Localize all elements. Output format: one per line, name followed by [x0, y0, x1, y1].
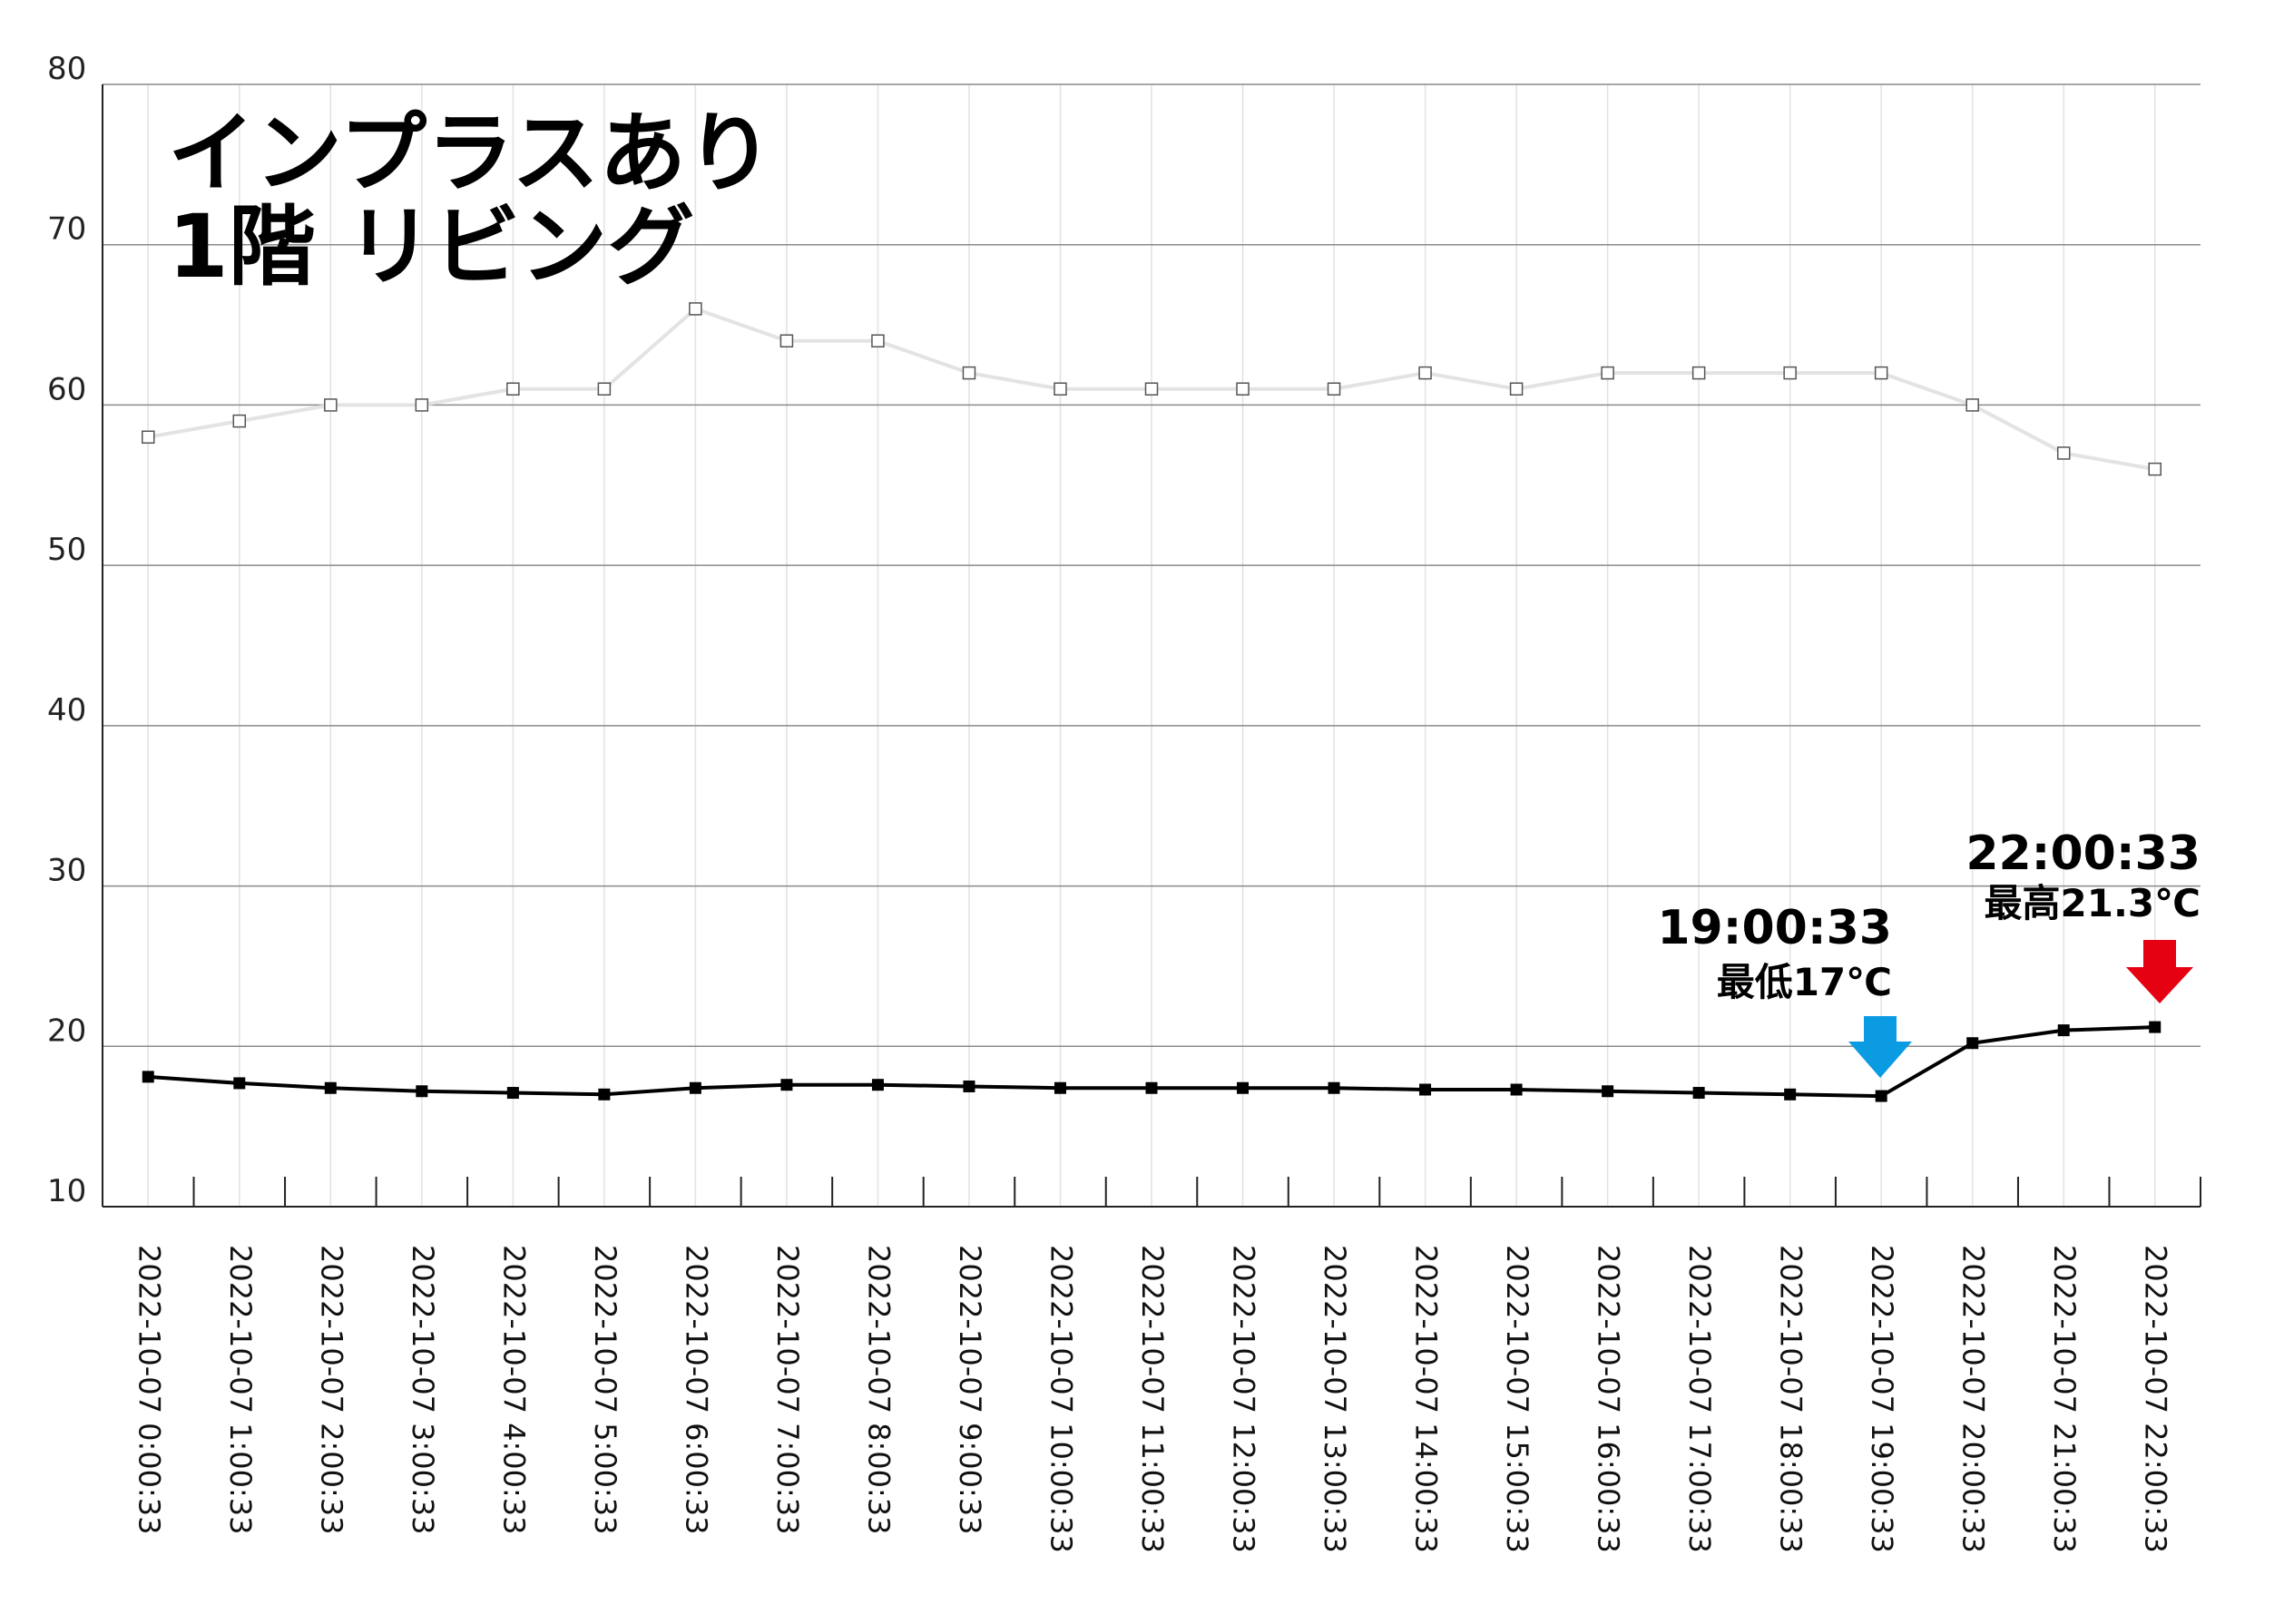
x-tick-label: 2022-10-07 12:00:33 [1227, 1245, 1261, 1553]
series-1-point [232, 414, 247, 428]
y-tick-label: 20 [47, 1013, 86, 1049]
series [142, 302, 2161, 1102]
x-tick-label: 2022-10-07 15:00:33 [1500, 1245, 1534, 1553]
y-tick-label: 70 [47, 211, 86, 248]
x-tick-label: 2022-10-07 2:00:33 [314, 1245, 348, 1535]
series-2-point [598, 1088, 611, 1101]
series-2-point [1966, 1037, 1979, 1050]
series-1-point [1144, 382, 1159, 396]
series-1-point [1874, 366, 1888, 380]
x-tick-label: 2022-10-07 16:00:33 [1592, 1245, 1626, 1553]
series-2-point [142, 1071, 154, 1083]
series-1-point [142, 430, 155, 445]
x-tick-label: 2022-10-07 13:00:33 [1318, 1245, 1352, 1553]
x-tick-label: 2022-10-07 3:00:33 [406, 1245, 440, 1535]
series-2-point [780, 1079, 793, 1091]
x-tick-label: 2022-10-07 19:00:33 [1865, 1245, 1899, 1553]
chart-title: インプラスあり 1階 リビング [168, 103, 773, 298]
y-tick-label: 10 [47, 1173, 86, 1209]
x-tick-label: 2022-10-07 14:00:33 [1409, 1245, 1444, 1553]
series-1-point [1054, 382, 1067, 396]
series-1-point [1509, 382, 1524, 396]
max-annotation-time: 22:00:33 [1965, 827, 2201, 881]
x-tick-label: 2022-10-07 8:00:33 [861, 1245, 896, 1535]
chart-title-line2: 1階 リビング [168, 196, 694, 298]
series-2-point [1784, 1088, 1797, 1101]
series-2-point [1692, 1087, 1705, 1100]
series-2-point [416, 1085, 428, 1098]
series-1-point [871, 334, 885, 347]
series-1-point [2056, 446, 2071, 460]
series-2-point [1328, 1081, 1340, 1094]
min-annotation-value: 最低17℃ [1717, 960, 1892, 1004]
series-1-point [2148, 462, 2161, 476]
min-annotation: 19:00:33 最低17℃ [1657, 901, 1912, 1078]
y-tick-label: 80 [47, 51, 86, 87]
x-tick-label: 2022-10-07 22:00:33 [2139, 1245, 2173, 1553]
series-2-point [506, 1087, 519, 1100]
series-2-point [1510, 1083, 1523, 1096]
series-2-point [233, 1077, 246, 1090]
series-2-point [1145, 1081, 1158, 1094]
y-tick-label: 30 [47, 853, 86, 889]
y-tick-label: 50 [47, 532, 86, 568]
series-1-point [779, 334, 794, 347]
max-arrow-icon [2126, 940, 2193, 1003]
x-tick-label: 2022-10-07 5:00:33 [588, 1245, 622, 1535]
x-tick-label: 2022-10-07 18:00:33 [1774, 1245, 1809, 1553]
series-1-point [506, 382, 520, 396]
series-2-point [2149, 1021, 2161, 1033]
series-1-point [1691, 366, 1706, 380]
series-2-point [1419, 1083, 1432, 1096]
grid [103, 83, 2201, 1207]
max-annotation: 22:00:33 最高21.3℃ [1965, 827, 2201, 1003]
series-2-point [689, 1081, 701, 1094]
series-2-point [1237, 1081, 1250, 1094]
x-tick-label: 2022-10-07 7:00:33 [770, 1245, 805, 1535]
series-1-point [1783, 366, 1797, 380]
chart-title-line1: インプラスあり [168, 103, 773, 204]
series-1-point [1601, 366, 1614, 380]
x-tick-label: 2022-10-07 10:00:33 [1044, 1245, 1078, 1553]
y-tick-label: 60 [47, 371, 86, 407]
series-2-point [1054, 1081, 1066, 1094]
x-tick-label: 2022-10-07 20:00:33 [1956, 1245, 1991, 1553]
x-tick-label: 2022-10-07 17:00:33 [1682, 1245, 1717, 1553]
x-tick-label: 2022-10-07 21:00:33 [2047, 1245, 2082, 1553]
series-1-point [1327, 382, 1341, 396]
series-2-point [324, 1081, 337, 1094]
series-2-point [963, 1080, 975, 1092]
series-2-point [871, 1079, 884, 1091]
x-tick-label: 2022-10-07 6:00:33 [679, 1245, 713, 1535]
series-1-point [415, 398, 429, 412]
series-1-point [1236, 382, 1250, 396]
x-tick-label: 2022-10-07 11:00:33 [1135, 1245, 1170, 1553]
x-tick-labels: 2022-10-07 0:00:33 2022-10-07 1:00:33 2022… [132, 1245, 2172, 1553]
series-2-point [2057, 1024, 2070, 1037]
series-1-point [962, 366, 976, 380]
x-tick-label: 2022-10-07 0:00:33 [132, 1245, 166, 1535]
min-annotation-time: 19:00:33 [1657, 901, 1892, 955]
series-1-point [1418, 366, 1432, 380]
x-tick-label: 2022-10-07 9:00:33 [953, 1245, 987, 1535]
series-1-point [689, 302, 702, 316]
x-tick-label: 2022-10-07 4:00:33 [496, 1245, 531, 1535]
max-annotation-value: 最高21.3℃ [1985, 881, 2201, 925]
series-2-point [1602, 1085, 1614, 1098]
y-tick-label: 40 [47, 692, 86, 729]
min-arrow-icon [1848, 1016, 1912, 1078]
series-1-point [324, 398, 338, 412]
series-2-point [1875, 1090, 1887, 1102]
x-tick-label: 2022-10-07 1:00:33 [223, 1245, 258, 1535]
axes: 10 20 30 40 50 60 70 80 [47, 51, 2201, 1209]
series-1-point [1965, 398, 1979, 412]
series-1-point [597, 382, 612, 396]
